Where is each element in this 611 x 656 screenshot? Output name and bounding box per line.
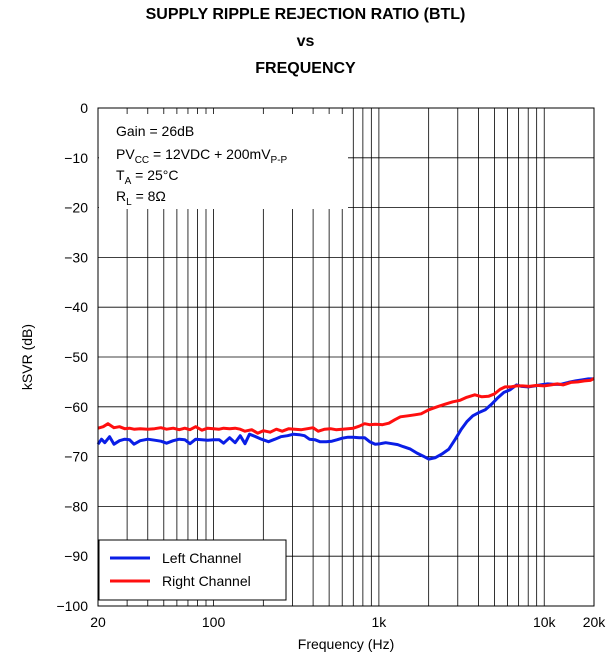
y-tick-label: −60 (64, 399, 88, 415)
annotation-ta: TA = 25°C (116, 167, 178, 187)
chart-title-line-2: vs (296, 33, 315, 50)
x-tick-label: 20k (583, 614, 607, 630)
y-tick-label: −10 (64, 150, 88, 166)
y-tick-label: −50 (64, 349, 88, 365)
x-axis-label: Frequency (Hz) (298, 636, 394, 652)
x-tick-label: 20 (90, 614, 106, 630)
legend-box (98, 539, 287, 601)
y-tick-label: −90 (64, 548, 88, 564)
plot-frame (97, 107, 595, 607)
y-tick-label: −80 (64, 498, 88, 514)
x-tick-label: 10k (533, 614, 557, 630)
conditions-box (99, 114, 348, 209)
annotation-rl: RL = 8Ω (116, 188, 166, 208)
y-tick-label: −20 (64, 200, 88, 216)
y-tick-label: −100 (56, 598, 88, 614)
y-tick-label: −40 (64, 299, 88, 315)
annotation-pvcc: PVCC = 12VDC + 200mVP-P (116, 146, 288, 166)
legend-label-right-channel: Right Channel (162, 573, 251, 589)
legend: Left Channel Right Channel (98, 539, 287, 601)
x-tick-label: 1k (371, 614, 387, 630)
y-tick-label: 0 (80, 100, 88, 116)
y-tick-label: −30 (64, 249, 88, 265)
x-tick-label: 100 (202, 614, 226, 630)
series-layer (96, 377, 595, 461)
series-line-left-channel (96, 377, 594, 461)
legend-label-left-channel: Left Channel (162, 550, 241, 566)
y-tick-label: −70 (64, 449, 88, 465)
chart-title-line-3: FREQUENCY (255, 60, 356, 77)
annotation-gain: Gain = 26dB (116, 123, 194, 139)
series-line-right-channel (97, 377, 595, 435)
y-axis-label: kSVR (dB) (19, 324, 35, 390)
chart-title-line-1: SUPPLY RIPPLE REJECTION RATIO (BTL) (145, 6, 466, 23)
